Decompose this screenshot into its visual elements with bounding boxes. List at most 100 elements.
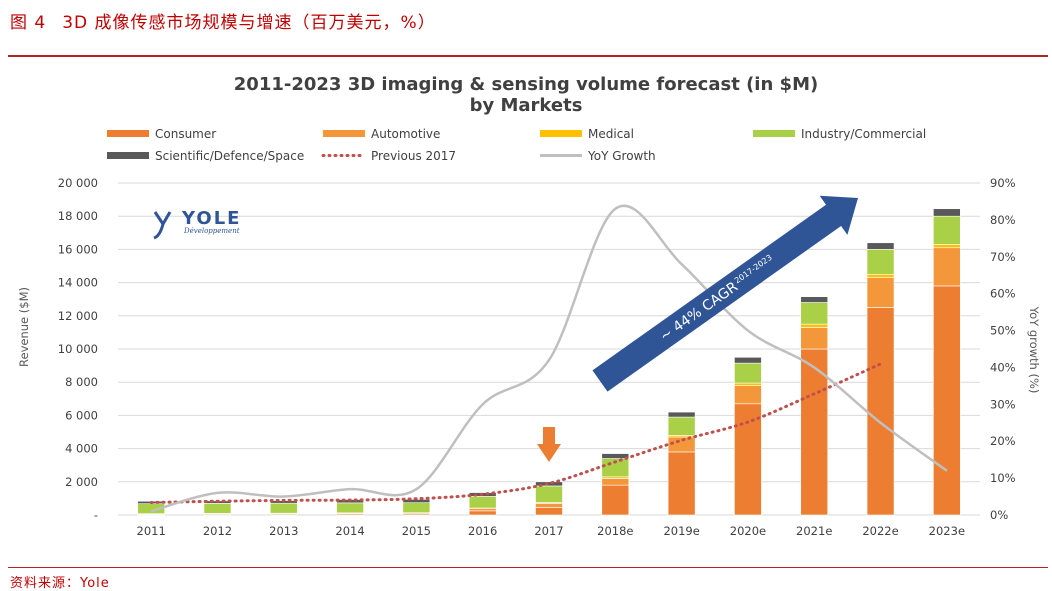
legend-item: Industry/Commercial — [753, 127, 926, 141]
logo-text: YOLE — [181, 208, 241, 229]
bar-segment-scientific-defence-space — [734, 357, 761, 363]
y2-tick-label: 0% — [990, 508, 1008, 522]
legend-swatch — [540, 130, 582, 137]
logo-mark-icon — [155, 212, 170, 224]
legend-item: Automotive — [323, 127, 440, 141]
chart-grid — [118, 183, 980, 515]
bottom-rule — [8, 567, 1048, 568]
bar-segment-industry-commercial — [469, 496, 496, 508]
x-tick-label: 2018e — [597, 524, 633, 538]
y2-tick-label: 60% — [990, 287, 1016, 301]
legend-swatch — [107, 130, 149, 137]
y-tick-label: 14 000 — [58, 276, 98, 290]
y2-axis-label: YoY growth (%) — [1027, 306, 1041, 394]
legend-item: Consumer — [107, 127, 216, 141]
bar-segment-automotive — [469, 508, 496, 510]
legend-swatch — [107, 152, 149, 159]
bar-segment-scientific-defence-space — [933, 209, 960, 216]
bar-segment-automotive — [734, 386, 761, 404]
x-tick-label: 2023e — [929, 524, 965, 538]
y2-tick-label: 70% — [990, 250, 1016, 264]
yole-logo: YOLE Développement — [154, 208, 241, 238]
x-tick-label: 2011 — [137, 524, 166, 538]
x-tick-label: 2021e — [796, 524, 832, 538]
y-tick-label: 18 000 — [58, 209, 98, 223]
y2-tick-label: 10% — [990, 471, 1016, 485]
legend-swatch — [323, 130, 365, 137]
y-tick-label: 4 000 — [65, 442, 98, 456]
y-tick-label: - — [94, 508, 98, 522]
bar-segment-automotive — [867, 278, 894, 308]
bar-segment-automotive — [536, 503, 563, 507]
y-tick-label: 10 000 — [58, 342, 98, 356]
x-tick-label: 2020e — [730, 524, 766, 538]
y-tick-label: 16 000 — [58, 242, 98, 256]
bar-segment-medical — [734, 383, 761, 385]
chart: 2011-2023 3D imaging & sensing volume fo… — [0, 0, 1052, 566]
bar-segment-consumer — [602, 485, 629, 515]
y-tick-label: 12 000 — [58, 309, 98, 323]
chart-legend: Consumer Automotive Medical Industry/Commer… — [107, 127, 926, 163]
x-tick-label: 2017 — [534, 524, 563, 538]
y2-tick-label: 90% — [990, 176, 1016, 190]
legend-label: Medical — [588, 127, 634, 141]
down-arrow-2017 — [537, 427, 561, 462]
bar-segment-industry-commercial — [403, 503, 430, 513]
y-tick-label: 20 000 — [58, 176, 98, 190]
legend-label: Previous 2017 — [371, 149, 456, 163]
x-tick-label: 2014 — [335, 524, 364, 538]
y-tick-label: 6 000 — [65, 408, 98, 422]
bar-segment-medical — [867, 274, 894, 277]
bar-segment-industry-commercial — [933, 216, 960, 244]
legend-swatch — [753, 130, 795, 137]
bar-segment-automotive — [933, 248, 960, 286]
bar-segment-consumer — [933, 286, 960, 515]
legend-label: Consumer — [155, 127, 216, 141]
x-tick-label: 2012 — [203, 524, 232, 538]
bar-segment-consumer — [734, 404, 761, 515]
source-note: 资料来源：Yole — [10, 572, 110, 591]
bar-segment-industry-commercial — [867, 249, 894, 274]
y2-tick-label: 50% — [990, 324, 1016, 338]
chart-title: 2011-2023 3D imaging & sensing volume fo… — [234, 74, 818, 95]
x-tick-label: 2013 — [269, 524, 298, 538]
down-arrow-icon — [537, 427, 561, 462]
bar-segment-scientific-defence-space — [867, 243, 894, 250]
y-tick-label: 2 000 — [65, 475, 98, 489]
x-tick-label: 2016 — [468, 524, 497, 538]
y2-tick-label: 20% — [990, 434, 1016, 448]
legend-label: Automotive — [371, 127, 440, 141]
legend-item: Previous 2017 — [323, 149, 456, 163]
x-tick-label: 2022e — [862, 524, 898, 538]
bar-segment-consumer — [469, 511, 496, 515]
bar-segment-consumer — [867, 308, 894, 516]
bar-segment-consumer — [668, 452, 695, 515]
bar-segment-industry-commercial — [734, 363, 761, 383]
bar-segment-consumer — [536, 508, 563, 515]
bar-segment-industry-commercial — [668, 417, 695, 435]
bar-segment-medical — [933, 244, 960, 247]
legend-label: Industry/Commercial — [801, 127, 926, 141]
x-tick-label: 2019e — [663, 524, 699, 538]
y2-tick-label: 40% — [990, 360, 1016, 374]
bar-segment-scientific-defence-space — [668, 412, 695, 417]
bar-segment-industry-commercial — [204, 503, 231, 513]
bar-segment-industry-commercial — [801, 303, 828, 325]
x-tick-label: 2015 — [402, 524, 431, 538]
legend-label: YoY Growth — [587, 149, 656, 163]
bar-segment-industry-commercial — [270, 503, 297, 513]
legend-item: Scientific/Defence/Space — [107, 149, 304, 163]
bar-segment-scientific-defence-space — [801, 297, 828, 303]
bar-segment-industry-commercial — [536, 486, 563, 503]
legend-item: YoY Growth — [540, 149, 656, 163]
legend-item: Medical — [540, 127, 634, 141]
bar-segment-medical — [801, 324, 828, 327]
logo-subtext: Développement — [183, 227, 240, 235]
y-tick-label: 8 000 — [65, 375, 98, 389]
y2-tick-label: 30% — [990, 397, 1016, 411]
bar-segment-industry-commercial — [337, 503, 364, 513]
legend-label: Scientific/Defence/Space — [155, 149, 304, 163]
y-axis-label: Revenue ($M) — [17, 287, 31, 367]
y2-tick-label: 80% — [990, 213, 1016, 227]
bar-segment-automotive — [602, 478, 629, 485]
